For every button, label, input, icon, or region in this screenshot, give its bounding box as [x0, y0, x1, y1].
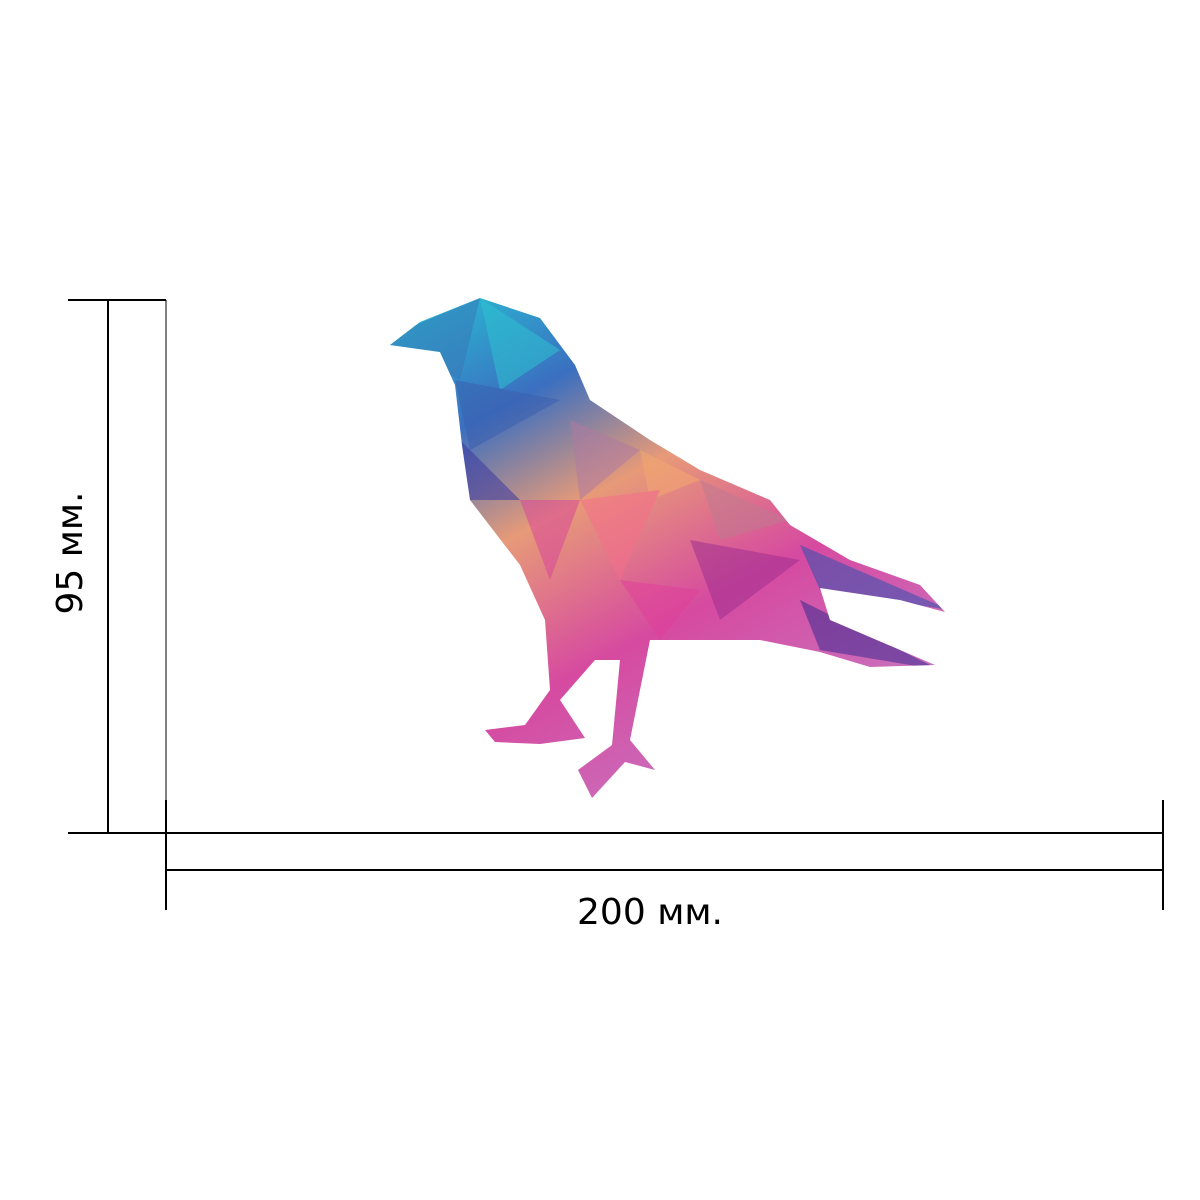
width-label: 200 мм. — [577, 892, 723, 933]
height-dimension: 95 мм. — [50, 299, 167, 834]
bird-image — [390, 298, 945, 798]
height-label: 95 мм. — [50, 491, 91, 614]
width-dimension: 200 мм. — [165, 800, 1164, 933]
